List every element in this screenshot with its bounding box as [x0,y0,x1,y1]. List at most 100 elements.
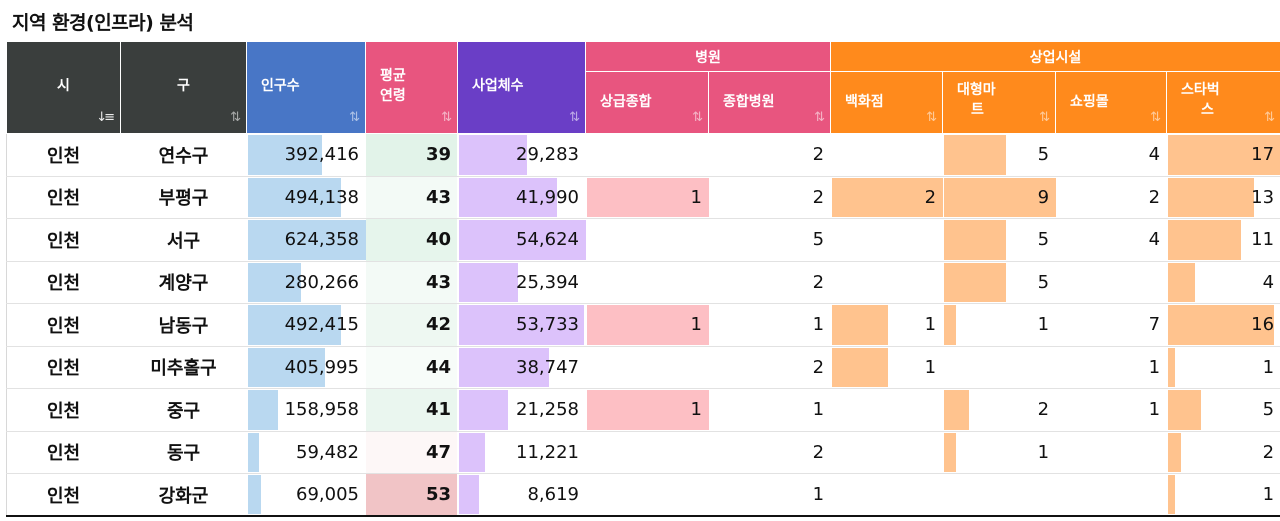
cell-general-hospital-value: 2 [812,441,825,463]
cell-mart: 5 [942,260,1057,304]
cell-city: 인천 [6,260,121,304]
sort-icon[interactable]: ⇅ [569,110,580,125]
sort-icon[interactable]: ⇅ [814,110,825,125]
cell-department-store [830,218,944,262]
col-header-population[interactable]: 인구수 ⇅ [246,41,366,134]
cell-upper-hospital [585,218,709,262]
table-row[interactable]: 인천 남동구 492,415 42 53,733 1 1 1 1 7 16 [6,303,1280,347]
cell-businesses: 41,990 [457,175,586,219]
col-header-mart[interactable]: 대형마 트 ⇅ [942,71,1057,134]
cell-avg-age-value: 40 [425,229,451,251]
col-header-upper-hospital[interactable]: 상급종합 ⇅ [585,71,709,134]
cell-upper-hospital-value: 1 [690,314,702,336]
table-row[interactable]: 인천 중구 158,958 41 21,258 1 1 2 1 5 [6,388,1280,432]
cell-general-hospital: 2 [707,430,832,474]
cell-businesses-bar [459,220,586,260]
cell-gu: 중구 [120,388,247,432]
col-header-mall[interactable]: 쇼핑몰 ⇅ [1055,71,1168,134]
cell-gu: 연수구 [120,133,247,177]
cell-upper-hospital [585,473,709,517]
cell-general-hospital-value: 5 [812,229,825,251]
sort-icon[interactable]: ⇅ [692,110,703,125]
cell-city-value: 인천 [46,145,81,167]
cell-businesses-bar [459,305,584,345]
cell-avg-age-value: 47 [425,441,451,463]
cell-starbucks-bar [1168,262,1195,302]
cell-starbucks-bar [1168,432,1182,472]
cell-population: 494,138 [246,175,366,219]
col-header-city[interactable]: 시 ↓≡ [6,41,121,134]
cell-city-value: 인천 [46,443,81,465]
table-row[interactable]: 인천 동구 59,482 47 11,221 2 1 2 [6,430,1280,474]
sort-icon[interactable]: ⇅ [1039,110,1050,125]
sort-icon[interactable]: ⇅ [926,110,937,125]
table-row[interactable]: 인천 부평구 494,138 43 41,990 1 2 2 9 2 13 [6,175,1280,219]
col-header-avg-age[interactable]: 평균 연령 ⇅ [365,41,458,134]
cell-mart [942,473,1057,517]
cell-upper-hospital [585,260,709,304]
col-header-starbucks[interactable]: 스타벅 스 ⇅ [1166,71,1280,134]
table-row[interactable]: 인천 서구 624,358 40 54,624 5 5 4 11 [6,218,1280,262]
cell-mall-value: 4 [1148,144,1161,166]
cell-population: 624,358 [246,218,366,262]
cell-starbucks-bar [1168,347,1175,387]
cell-businesses: 54,624 [457,218,586,262]
cell-upper-hospital [585,133,709,177]
cell-businesses-bar [459,135,528,175]
cell-businesses-bar [459,475,480,514]
cell-city: 인천 [6,345,121,389]
cell-mart-value: 9 [1037,186,1050,208]
col-header-department-store[interactable]: 백화점 ⇅ [830,71,944,134]
sort-icon[interactable]: ⇅ [230,110,241,125]
cell-businesses-value: 29,283 [516,144,579,166]
cell-general-hospital: 5 [707,218,832,262]
sort-icon[interactable]: ⇅ [1150,110,1161,125]
col-header-general-hospital[interactable]: 종합병원 ⇅ [707,71,832,134]
sort-desc-icon[interactable]: ↓≡ [96,110,115,125]
cell-general-hospital: 2 [707,345,832,389]
cell-mall-value: 1 [1148,399,1161,421]
cell-department-store-bar [832,177,944,217]
cell-city: 인천 [6,473,121,517]
sort-icon[interactable]: ⇅ [1264,110,1275,125]
cell-mart: 5 [942,218,1057,262]
cell-starbucks-value: 11 [1251,229,1275,251]
cell-gu-value: 동구 [166,443,201,465]
cell-mart [942,345,1057,389]
cell-general-hospital-value: 2 [812,144,825,166]
cell-starbucks-value: 4 [1262,271,1275,293]
cell-mart-value: 1 [1037,314,1050,336]
cell-mall: 4 [1055,218,1168,262]
cell-mart-bar [944,390,969,430]
cell-mart-bar [944,220,1007,260]
cell-general-hospital-value: 1 [812,314,825,336]
cell-avg-age-value: 53 [425,484,451,505]
table-row[interactable]: 인천 연수구 392,416 39 29,283 2 5 4 17 [6,133,1280,177]
table-row[interactable]: 인천 미추홀구 405,995 44 38,747 2 1 1 1 [6,345,1280,389]
cell-gu-value: 강화군 [158,485,209,507]
cell-upper-hospital: 1 [585,175,709,219]
col-header-gu[interactable]: 구 ⇅ [120,41,247,134]
cell-avg-age: 43 [365,175,458,219]
cell-businesses-bar [459,177,557,217]
infrastructure-table: 시 ↓≡ 구 ⇅ 인구수 ⇅ 평균 연령 ⇅ 사업체수 ⇅ 병원 상업시설 [6,41,1280,517]
cell-mall [1055,430,1168,474]
cell-population-value: 59,482 [296,441,359,463]
table-row[interactable]: 인천 계양구 280,266 43 25,394 2 5 4 [6,260,1280,304]
cell-population: 158,958 [246,388,366,432]
cell-general-hospital: 2 [707,175,832,219]
cell-starbucks: 11 [1166,218,1280,262]
cell-population: 492,415 [246,303,366,347]
cell-starbucks-value: 1 [1262,484,1275,505]
table-row[interactable]: 인천 강화군 69,005 53 8,619 1 1 [6,473,1280,517]
cell-starbucks-bar [1168,220,1242,260]
cell-department-store [830,260,944,304]
col-header-businesses[interactable]: 사업체수 ⇅ [457,41,586,134]
cell-starbucks-bar [1168,305,1275,345]
cell-upper-hospital: 1 [585,388,709,432]
sort-icon[interactable]: ⇅ [349,110,360,125]
cell-population-value: 405,995 [284,356,359,378]
cell-population-value: 624,358 [284,229,359,251]
cell-department-store [830,430,944,474]
sort-icon[interactable]: ⇅ [441,110,452,125]
